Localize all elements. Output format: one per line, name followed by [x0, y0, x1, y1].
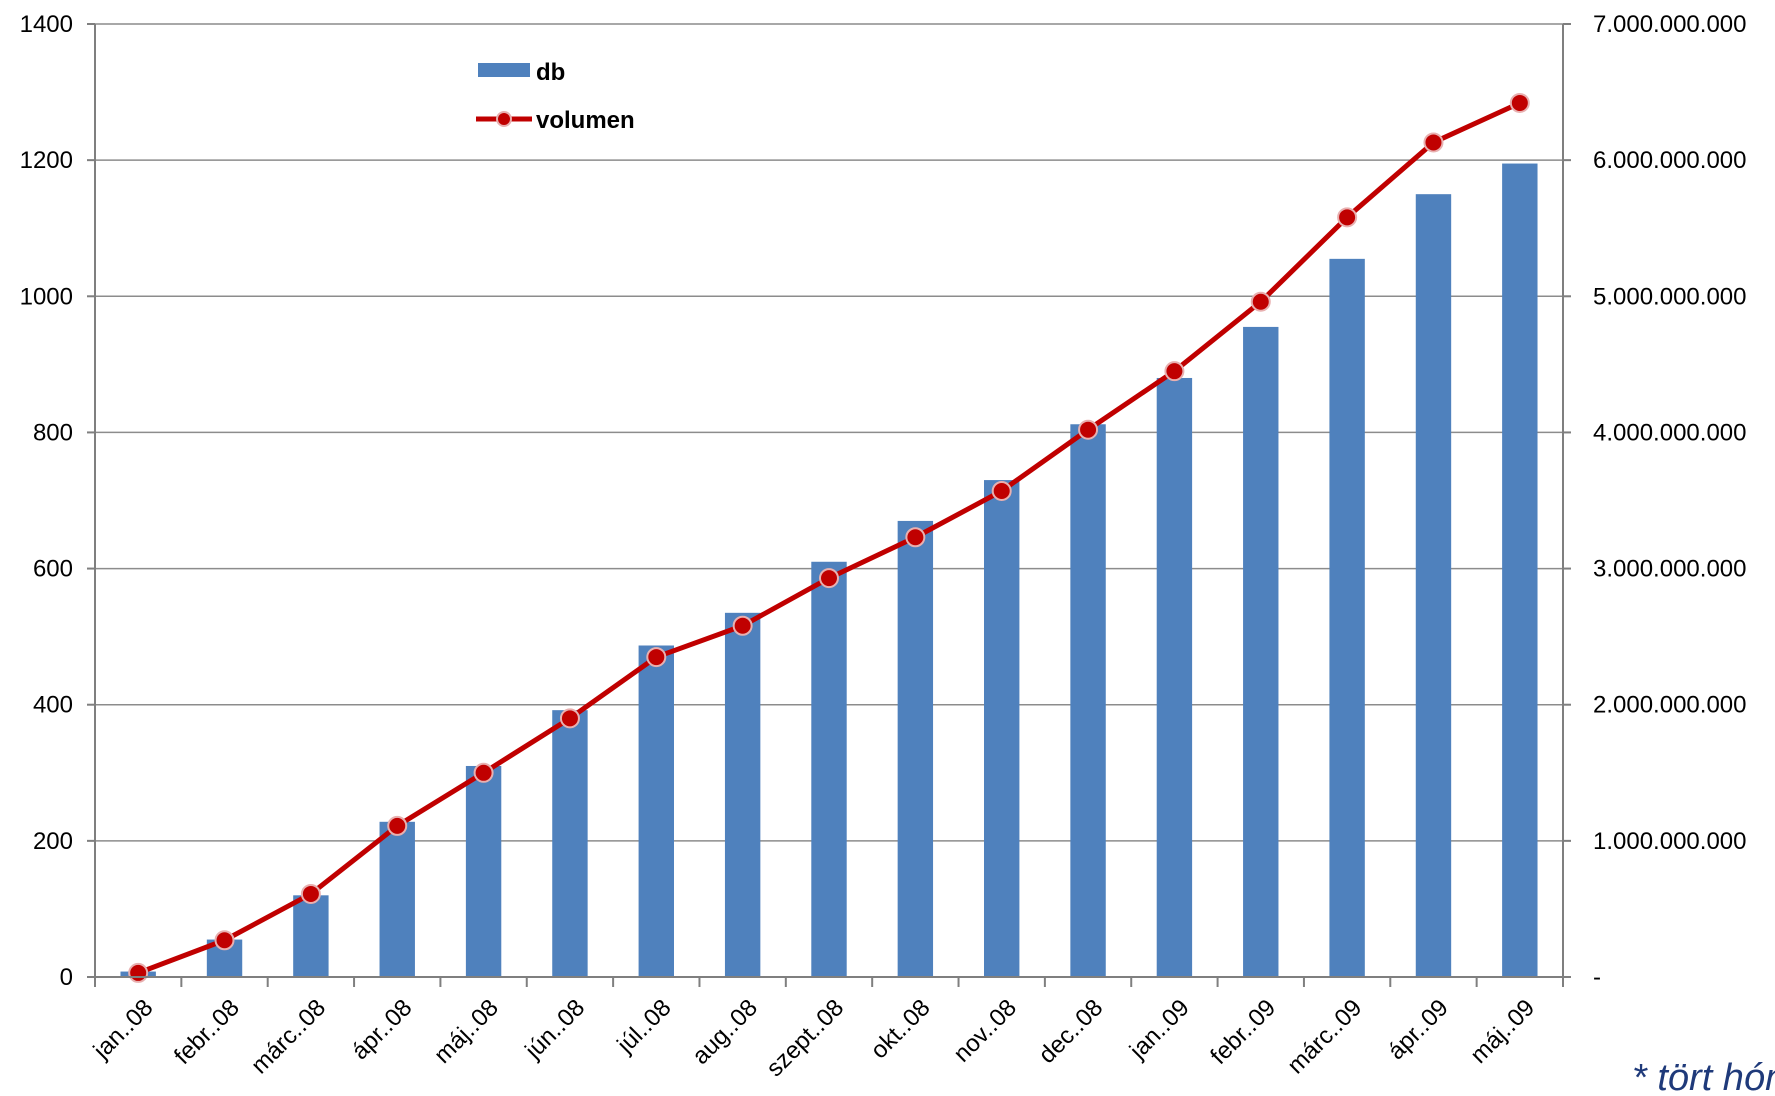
- right-tick-label: 5.000.000.000: [1593, 283, 1746, 310]
- x-tick-label: márc..08: [246, 994, 331, 1079]
- point-volumen: [1164, 361, 1185, 382]
- left-axis-ticks: 0 200 400 600 800 1000 1200 1400: [20, 11, 73, 991]
- right-tick-label: 6.000.000.000: [1593, 147, 1746, 174]
- left-tick-label: 1400: [20, 11, 73, 38]
- x-tick-label: jún..08: [519, 994, 590, 1065]
- x-tick-label: máj..08: [429, 994, 504, 1069]
- right-tick-label: 1.000.000.000: [1593, 828, 1746, 855]
- legend-swatch-db: [478, 63, 530, 77]
- bar-db: [1329, 258, 1365, 977]
- bar-db: [811, 561, 847, 977]
- bar-db: [293, 895, 329, 977]
- point-volumen: [1509, 92, 1530, 113]
- bar-db: [897, 520, 934, 977]
- x-tick-label: jan..09: [1124, 994, 1195, 1065]
- point-volumen: [646, 647, 667, 668]
- bar-db: [465, 765, 502, 977]
- line-series-volumen: [128, 92, 1530, 983]
- x-tick-label: aug..08: [687, 994, 763, 1070]
- x-tick-label: szept..08: [761, 994, 849, 1082]
- point-volumen: [991, 480, 1012, 501]
- point-volumen: [559, 708, 580, 729]
- point-volumen: [473, 762, 494, 783]
- bar-db: [1502, 163, 1538, 977]
- left-tick-label: 0: [60, 964, 73, 991]
- bar-db: [1415, 194, 1452, 977]
- right-tick-label: 4.000.000.000: [1593, 419, 1746, 446]
- right-axis-ticks: - 1.000.000.000 2.000.000.000 3.000.000.000…: [1593, 11, 1746, 991]
- x-tick-label: ápr..09: [1383, 994, 1454, 1065]
- left-tick-label: 200: [33, 828, 73, 855]
- left-tick-label: 600: [33, 556, 73, 583]
- legend: db volumen: [476, 59, 635, 134]
- right-tick-label: 7.000.000.000: [1593, 11, 1746, 38]
- point-volumen: [1078, 419, 1099, 440]
- x-tick-label: máj..09: [1465, 994, 1540, 1069]
- x-tick-label: jan..08: [88, 994, 159, 1065]
- left-tick-label: 800: [33, 419, 73, 446]
- point-volumen: [300, 883, 321, 904]
- x-tick-label: febr..08: [169, 994, 245, 1070]
- x-tick-label: febr..09: [1205, 994, 1281, 1070]
- footnote: * tört hóna: [1632, 1057, 1775, 1096]
- x-tick-label: dec..08: [1034, 994, 1109, 1069]
- x-tick-label: okt..08: [866, 994, 936, 1064]
- x-axis-ticks: jan..08 febr..08 márc..08 ápr..08 máj..08 jún…: [88, 994, 1540, 1082]
- point-volumen: [387, 815, 408, 836]
- point-volumen: [214, 930, 235, 951]
- bar-db: [638, 645, 674, 977]
- point-volumen: [819, 568, 839, 589]
- point-volumen: [732, 615, 753, 636]
- point-volumen: [905, 527, 926, 548]
- left-tick-label: 1200: [20, 147, 73, 174]
- x-tick-label: márc..09: [1282, 994, 1367, 1079]
- bar-db: [1156, 377, 1193, 977]
- bar-db: [1243, 326, 1279, 977]
- axes: [87, 23, 1571, 987]
- x-tick-label: nov..08: [948, 994, 1022, 1068]
- bar-db: [724, 612, 761, 977]
- bar-db: [379, 821, 415, 977]
- legend-swatch-volumen-marker: [496, 111, 512, 127]
- bar-series-db: [120, 163, 1538, 977]
- bar-db: [1070, 424, 1106, 977]
- left-tick-label: 400: [33, 692, 73, 719]
- bar-db: [552, 710, 588, 977]
- legend-label-db: db: [536, 59, 565, 86]
- legend-label-volumen: volumen: [536, 107, 635, 134]
- left-tick-label: 1000: [20, 283, 73, 310]
- x-tick-label: júl..08: [611, 994, 676, 1059]
- x-tick-label: ápr..08: [346, 994, 417, 1065]
- bar-db: [984, 480, 1020, 977]
- point-volumen: [128, 962, 149, 983]
- point-volumen: [1423, 132, 1444, 153]
- point-volumen: [1337, 207, 1358, 228]
- right-tick-label: -: [1593, 964, 1601, 991]
- point-volumen: [1250, 291, 1271, 312]
- right-tick-label: 3.000.000.000: [1593, 556, 1746, 583]
- right-tick-label: 2.000.000.000: [1593, 692, 1746, 719]
